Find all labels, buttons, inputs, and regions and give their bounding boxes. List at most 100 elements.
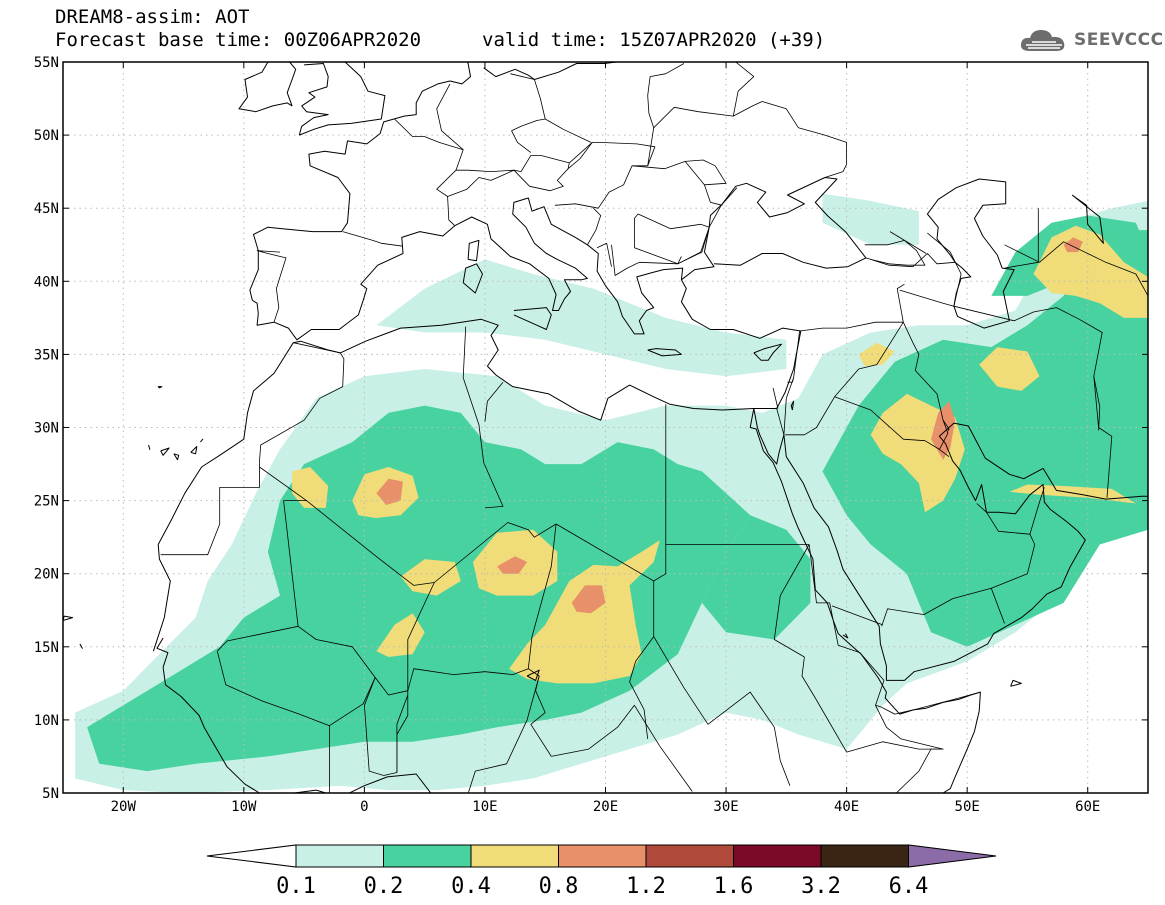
country-border — [776, 321, 904, 436]
country-border — [217, 466, 307, 652]
country-border — [773, 544, 810, 658]
forecast-base-time: Forecast base time: 00Z06APR2020 — [55, 29, 422, 51]
seevccc-logo: SEEVCCC — [1018, 22, 1164, 58]
country-border — [513, 155, 570, 173]
country-border — [511, 130, 532, 153]
country-border — [436, 83, 464, 151]
colorbar-label: 1.6 — [714, 874, 754, 899]
aot-region — [376, 478, 403, 505]
country-border — [939, 420, 949, 450]
country-border — [634, 227, 710, 265]
lon-label: 20W — [111, 799, 137, 815]
lat-label: 35N — [34, 347, 59, 363]
country-border — [653, 636, 791, 786]
coastline — [749, 408, 981, 793]
aot-region — [822, 230, 1148, 647]
lon-label: 60E — [1075, 799, 1100, 815]
country-border — [889, 231, 927, 254]
country-border — [216, 625, 376, 727]
lake-outline — [526, 669, 540, 681]
coastline — [513, 307, 552, 330]
country-border — [587, 207, 602, 246]
aot-region — [376, 259, 787, 377]
colorbar-label: 1.2 — [626, 874, 666, 899]
country-border — [1004, 208, 1039, 269]
lat-label: 40N — [34, 274, 59, 290]
lon-label: 40E — [834, 799, 859, 815]
coastline — [148, 444, 151, 450]
country-border — [567, 142, 593, 170]
colorbar-box — [295, 844, 384, 868]
coastline — [462, 263, 483, 294]
coastline — [1071, 194, 1104, 244]
country-border — [256, 250, 287, 323]
coastline — [160, 447, 170, 456]
coastline — [298, 63, 329, 136]
colorbar-over-arrow — [908, 844, 997, 868]
country-border — [407, 668, 529, 691]
aot-region — [292, 467, 329, 508]
coastline — [162, 667, 432, 793]
lat-label: 25N — [34, 494, 59, 510]
coastline — [79, 643, 83, 649]
lon-label: 10E — [472, 799, 497, 815]
colorbar-box — [733, 844, 822, 868]
coastline — [156, 637, 169, 668]
aot-region — [400, 559, 461, 596]
lake-outline — [790, 400, 795, 411]
aot-region — [571, 585, 606, 614]
country-border — [629, 544, 667, 739]
colorbar-label: 3.2 — [801, 874, 841, 899]
coastline — [1010, 679, 1022, 687]
country-border — [772, 387, 779, 409]
country-border — [511, 118, 546, 132]
coastline — [753, 343, 782, 361]
country-borders — [160, 62, 1148, 793]
coastline — [299, 62, 386, 136]
longitude-labels: 20W 10W 0 10E 20E 30E 40E 50E 60E — [111, 799, 1101, 815]
country-border — [447, 168, 569, 226]
country-border — [342, 231, 404, 247]
country-border — [801, 656, 944, 753]
coastline — [467, 239, 480, 262]
colorbar-box — [558, 844, 647, 868]
country-border — [990, 588, 1005, 624]
coastline — [173, 453, 180, 461]
aot-region — [979, 347, 1040, 391]
country-border — [555, 523, 654, 582]
colorbar-box — [470, 844, 559, 868]
country-border — [864, 239, 926, 266]
coastline — [249, 62, 471, 301]
country-border — [1004, 241, 1148, 297]
lat-label: 55N — [34, 55, 59, 71]
lat-label: 45N — [34, 201, 59, 217]
latitude-labels: 55N 50N 45N 40N 35N 30N 25N 20N 15N 10N 5N — [34, 55, 59, 802]
country-border — [899, 289, 1113, 498]
lon-label: 10W — [231, 799, 257, 815]
lat-label: 5N — [42, 786, 59, 802]
coastline — [157, 386, 163, 389]
coastline — [238, 62, 297, 113]
lon-label: 0 — [360, 799, 368, 815]
country-border — [510, 73, 592, 143]
country-border — [363, 677, 384, 776]
country-border — [259, 342, 345, 462]
colorbar — [206, 844, 997, 868]
coastline — [647, 348, 682, 357]
colorbar-labels: 0.1 0.2 0.4 0.8 1.2 1.6 3.2 6.4 — [276, 874, 928, 899]
aot-region — [497, 556, 528, 574]
country-border — [875, 680, 981, 715]
country-border — [665, 404, 810, 545]
colorbar-box — [383, 844, 472, 868]
aot-region — [376, 613, 425, 657]
country-border — [787, 377, 794, 383]
country-border — [1093, 376, 1101, 431]
coastlines — [63, 62, 1148, 793]
lon-label: 50E — [955, 799, 980, 815]
country-border — [394, 118, 464, 171]
axis-ticks — [63, 61, 1148, 794]
country-border — [436, 169, 514, 197]
country-border — [870, 253, 956, 268]
coastline — [252, 197, 684, 341]
colorbar-label: 0.1 — [276, 874, 316, 899]
